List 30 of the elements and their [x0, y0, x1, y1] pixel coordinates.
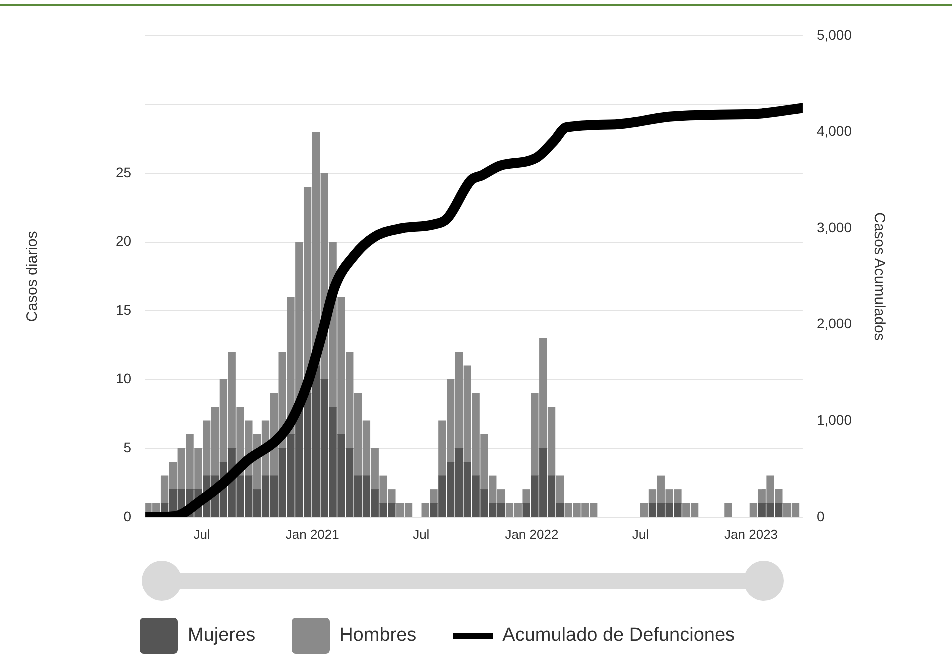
- bar: [522, 490, 530, 504]
- x-tick-label: Jul: [413, 526, 430, 542]
- y2-tick-label: 4,000: [816, 123, 852, 140]
- y-tick-label: 0: [124, 508, 132, 524]
- y2-tick-label: 0: [816, 508, 825, 524]
- x-tick-label: Jan 2023: [724, 526, 778, 542]
- legend-label: Mujeres: [188, 625, 256, 647]
- x-tick-label: Jan 2021: [286, 526, 340, 542]
- y2-tick-label: 1,000: [816, 412, 852, 428]
- y2-axis-title: Casos Acumulados: [870, 212, 888, 341]
- y-axis-title: Casos diarios: [24, 231, 42, 322]
- y2-tick-label: 2,000: [816, 316, 852, 332]
- y-tick-label: 5: [124, 439, 132, 456]
- bar: [430, 490, 438, 504]
- y-tick-label: 10: [116, 370, 132, 387]
- x-tick-label: Jul: [194, 526, 210, 542]
- bar: [724, 503, 732, 518]
- legend-label: Acumulado de Defunciones: [502, 625, 736, 647]
- bar: [640, 503, 648, 518]
- x-tick-label: Jan 2022: [505, 526, 559, 542]
- y-tick-label: 15: [116, 302, 132, 318]
- y-tick-label: 20: [116, 233, 132, 250]
- y-tick-label: 25: [116, 164, 132, 180]
- legend-label: Hombres: [340, 625, 417, 647]
- bar: [422, 503, 430, 518]
- x-tick-label: Jul: [632, 526, 650, 542]
- bar: [750, 503, 758, 518]
- y2-tick-label: 5,000: [816, 26, 852, 43]
- y2-tick-label: 3,000: [816, 219, 852, 236]
- bar: [556, 476, 564, 504]
